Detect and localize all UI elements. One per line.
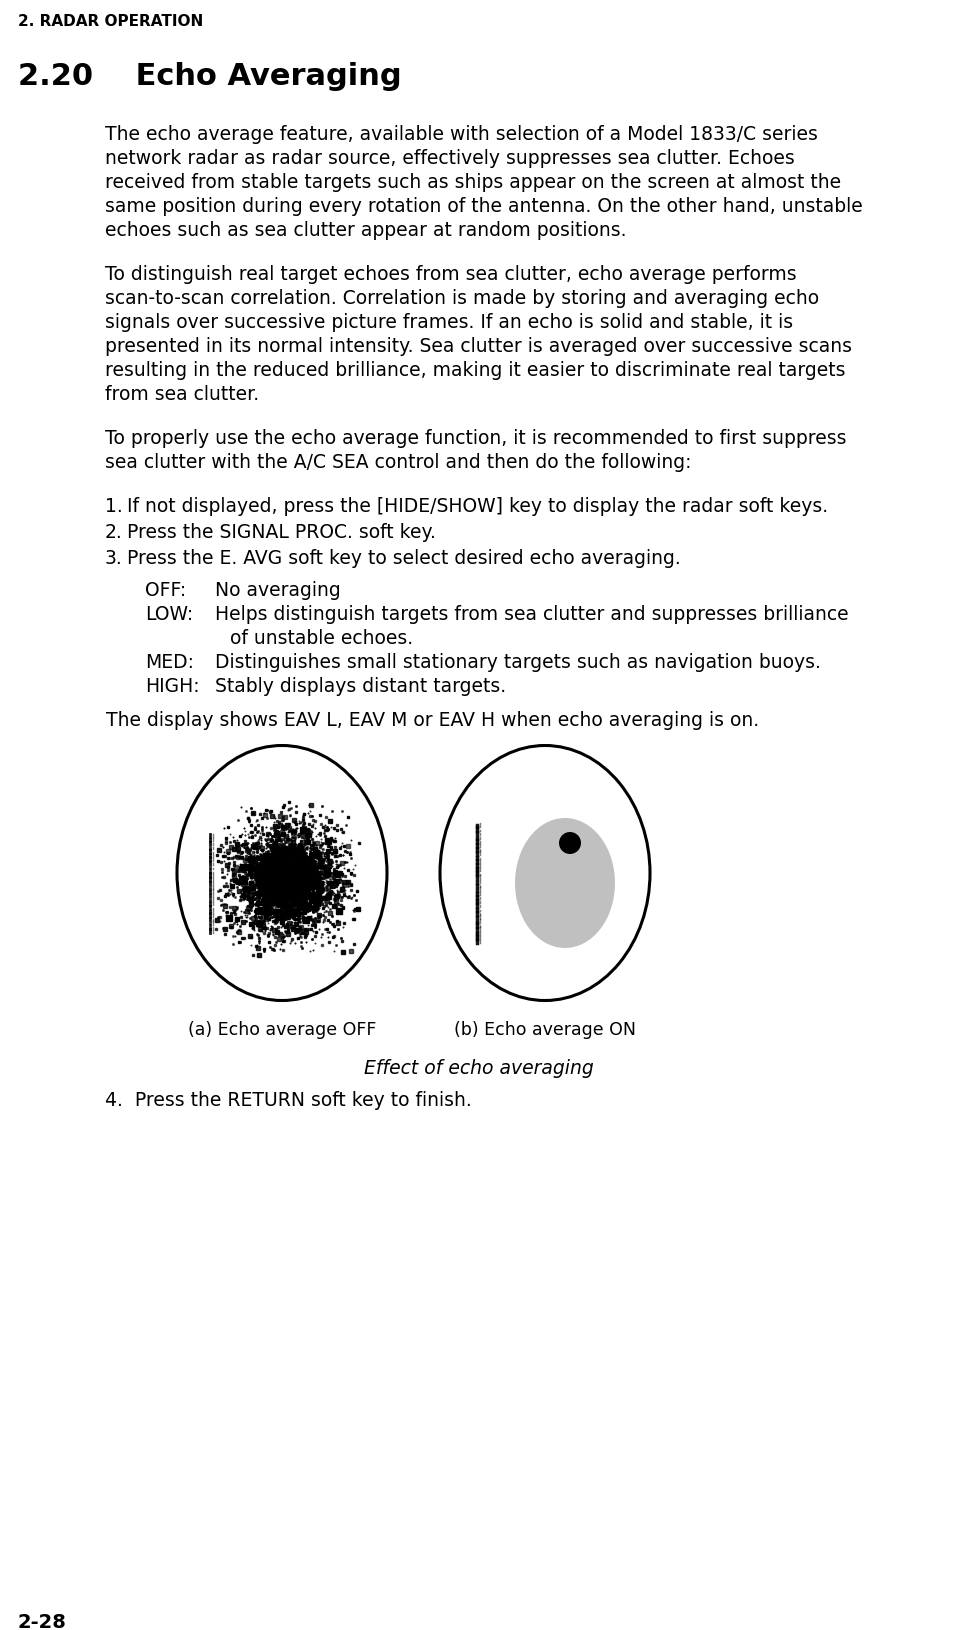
Text: The display shows EAV L, EAV M or EAV H when echo averaging is on.: The display shows EAV L, EAV M or EAV H … xyxy=(100,711,759,730)
Text: 2-28: 2-28 xyxy=(18,1614,67,1630)
Ellipse shape xyxy=(515,818,615,949)
Ellipse shape xyxy=(559,831,581,854)
Text: scan-to-scan correlation. Correlation is made by storing and averaging echo: scan-to-scan correlation. Correlation is… xyxy=(105,289,819,308)
Text: Press the SIGNAL PROC. soft key.: Press the SIGNAL PROC. soft key. xyxy=(127,523,436,543)
Text: echoes such as sea clutter appear at random positions.: echoes such as sea clutter appear at ran… xyxy=(105,222,627,240)
Text: 1.: 1. xyxy=(105,497,123,517)
Text: MED:: MED: xyxy=(145,654,194,672)
Text: presented in its normal intensity. Sea clutter is averaged over successive scans: presented in its normal intensity. Sea c… xyxy=(105,337,852,355)
Text: sea clutter with the A/C SEA control and then do the following:: sea clutter with the A/C SEA control and… xyxy=(105,453,692,473)
Text: The echo average feature, available with selection of a Model 1833/C series: The echo average feature, available with… xyxy=(105,126,818,143)
Text: (b) Echo average ON: (b) Echo average ON xyxy=(454,1020,636,1038)
Text: 2.20    Echo Averaging: 2.20 Echo Averaging xyxy=(18,62,401,91)
Ellipse shape xyxy=(280,861,298,879)
Text: Distinguishes small stationary targets such as navigation buoys.: Distinguishes small stationary targets s… xyxy=(215,654,821,672)
Text: network radar as radar source, effectively suppresses sea clutter. Echoes: network radar as radar source, effective… xyxy=(105,148,795,168)
Text: Effect of echo averaging: Effect of echo averaging xyxy=(364,1060,594,1077)
Text: Stably displays distant targets.: Stably displays distant targets. xyxy=(215,676,506,696)
Text: Helps distinguish targets from sea clutter and suppresses brilliance: Helps distinguish targets from sea clutt… xyxy=(215,605,849,624)
Text: same position during every rotation of the antenna. On the other hand, unstable: same position during every rotation of t… xyxy=(105,197,863,217)
Text: If not displayed, press the [HIDE/SHOW] key to display the radar soft keys.: If not displayed, press the [HIDE/SHOW] … xyxy=(127,497,828,517)
Text: 2. RADAR OPERATION: 2. RADAR OPERATION xyxy=(18,15,203,29)
Text: LOW:: LOW: xyxy=(145,605,194,624)
Text: Press the E. AVG soft key to select desired echo averaging.: Press the E. AVG soft key to select desi… xyxy=(127,549,681,567)
Text: received from stable targets such as ships appear on the screen at almost the: received from stable targets such as shi… xyxy=(105,173,841,192)
Text: No averaging: No averaging xyxy=(215,580,341,600)
Text: 4.  Press the RETURN soft key to finish.: 4. Press the RETURN soft key to finish. xyxy=(105,1090,471,1110)
Text: To distinguish real target echoes from sea clutter, echo average performs: To distinguish real target echoes from s… xyxy=(105,266,797,284)
Text: from sea clutter.: from sea clutter. xyxy=(105,385,259,404)
Text: 3.: 3. xyxy=(105,549,123,567)
Text: OFF:: OFF: xyxy=(145,580,186,600)
Text: signals over successive picture frames. If an echo is solid and stable, it is: signals over successive picture frames. … xyxy=(105,313,793,333)
Text: To properly use the echo average function, it is recommended to first suppress: To properly use the echo average functio… xyxy=(105,429,847,448)
Text: of unstable echoes.: of unstable echoes. xyxy=(230,629,413,649)
Text: HIGH:: HIGH: xyxy=(145,676,199,696)
Text: (a) Echo average OFF: (a) Echo average OFF xyxy=(188,1020,376,1038)
Text: resulting in the reduced brilliance, making it easier to discriminate real targe: resulting in the reduced brilliance, mak… xyxy=(105,360,846,380)
Text: 2.: 2. xyxy=(105,523,123,543)
